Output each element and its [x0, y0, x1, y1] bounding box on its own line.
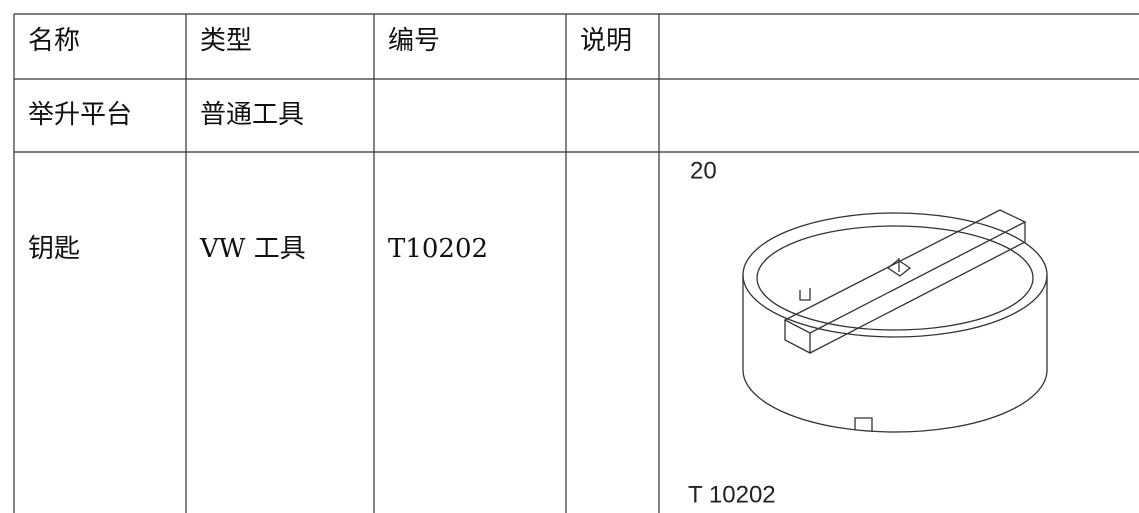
table-cell: 举升平台: [28, 100, 132, 130]
table-grid: [13, 13, 1139, 513]
tool-rim-inner: [756, 225, 1034, 331]
figure-number: 20: [690, 157, 717, 184]
tool-bar-side: [784, 320, 811, 355]
tool-notch: [854, 417, 873, 432]
header-cell: 说明: [580, 26, 632, 56]
figure-caption: T 10202: [688, 481, 776, 508]
table-cell: 钥匙: [28, 234, 80, 264]
tool-bar-front: [809, 222, 1026, 354]
header-cell: 编号: [388, 26, 440, 56]
tool-drawing: [742, 209, 1048, 433]
table-cell: 普通工具: [200, 100, 304, 130]
tool-notch: [799, 288, 811, 301]
header-cell: 类型: [200, 26, 252, 56]
table-cell: VW 工具: [199, 234, 306, 264]
tool-body: [742, 275, 1048, 433]
tool-center-mark: [886, 258, 912, 277]
header-cell: 名称: [28, 26, 80, 56]
table-cell: T10202: [388, 234, 488, 264]
